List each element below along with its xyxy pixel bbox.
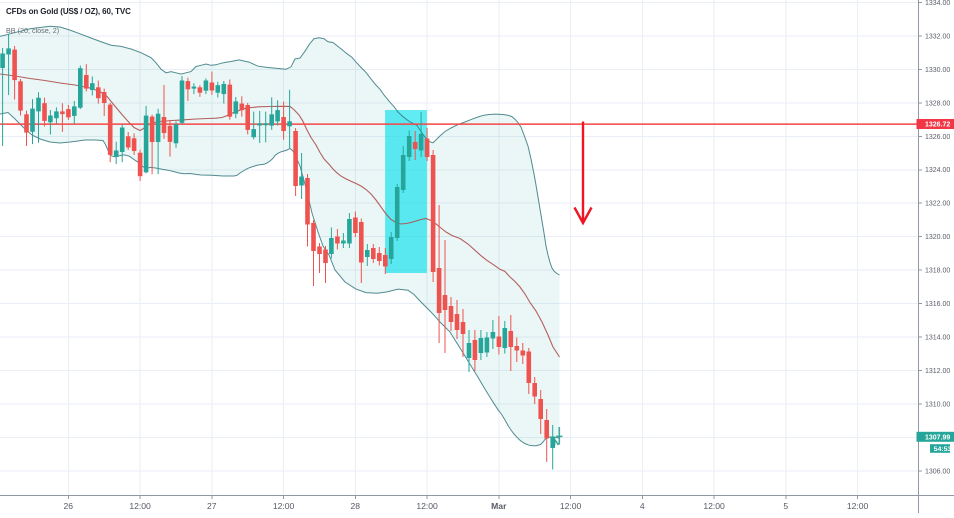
svg-text:1320.00: 1320.00: [925, 234, 950, 241]
svg-text:1318.00: 1318.00: [925, 268, 950, 275]
svg-text:12:00: 12:00: [129, 501, 151, 511]
svg-text:1314.00: 1314.00: [925, 335, 950, 342]
svg-text:54:53: 54:53: [934, 446, 952, 453]
svg-text:1310.00: 1310.00: [925, 401, 950, 408]
svg-text:1330.00: 1330.00: [925, 67, 950, 74]
svg-text:1326.00: 1326.00: [925, 134, 950, 141]
svg-text:Mar: Mar: [491, 501, 507, 511]
svg-text:12:00: 12:00: [273, 501, 295, 511]
svg-text:27: 27: [207, 501, 217, 511]
svg-text:BB (20, close, 2): BB (20, close, 2): [6, 26, 59, 35]
svg-text:5: 5: [783, 501, 788, 511]
svg-text:12:00: 12:00: [703, 501, 725, 511]
svg-text:CFDs on Gold (US$ / OZ), 60, T: CFDs on Gold (US$ / OZ), 60, TVC: [6, 7, 131, 16]
svg-text:12:00: 12:00: [560, 501, 582, 511]
svg-text:1312.00: 1312.00: [925, 368, 950, 375]
svg-text:4: 4: [640, 501, 645, 511]
svg-text:12:00: 12:00: [847, 501, 869, 511]
svg-text:1316.00: 1316.00: [925, 301, 950, 308]
svg-text:26: 26: [64, 501, 74, 511]
svg-text:1322.00: 1322.00: [925, 201, 950, 208]
svg-text:28: 28: [351, 501, 361, 511]
svg-text:1332.00: 1332.00: [925, 34, 950, 41]
svg-text:1334.00: 1334.00: [925, 0, 950, 7]
svg-text:1307.99: 1307.99: [925, 434, 950, 441]
svg-text:1306.00: 1306.00: [925, 468, 950, 475]
svg-text:12:00: 12:00: [416, 501, 438, 511]
svg-text:1324.00: 1324.00: [925, 167, 950, 174]
svg-text:1328.00: 1328.00: [925, 100, 950, 107]
svg-text:1326.72: 1326.72: [925, 122, 950, 129]
